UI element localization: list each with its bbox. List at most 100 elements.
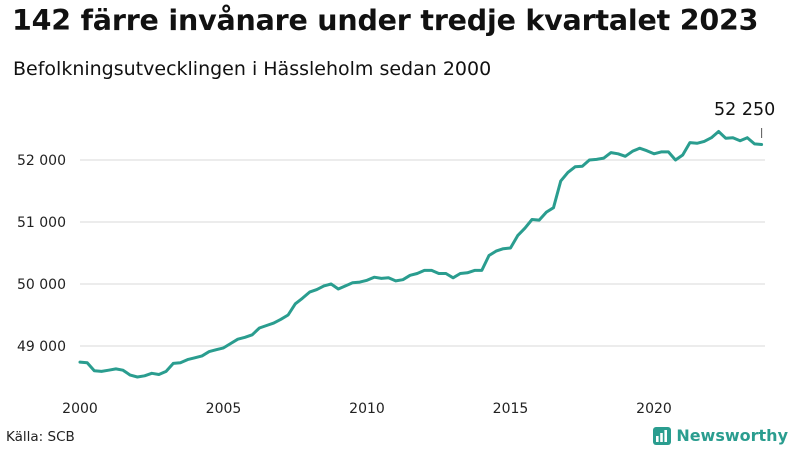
- data-point: [566, 171, 570, 174]
- data-point: [394, 279, 397, 283]
- data-point: [746, 136, 749, 139]
- data-point: [351, 281, 354, 284]
- data-point: [509, 246, 512, 250]
- data-point: [466, 271, 469, 275]
- x-axis-tick-labels: 2000 2005 2010 2015 2020: [62, 401, 672, 417]
- data-point: [408, 274, 412, 277]
- data-point: [688, 141, 692, 144]
- data-point: [588, 158, 591, 162]
- data-point: [487, 254, 491, 257]
- data-point: [136, 375, 139, 379]
- data-point: [760, 143, 763, 146]
- data-point: [753, 142, 756, 146]
- data-point: [473, 269, 476, 272]
- data-point: [387, 276, 390, 279]
- data-point: [372, 275, 376, 279]
- brand-name: Newsworthy: [676, 426, 788, 445]
- data-point: [645, 149, 649, 152]
- data-point: [121, 368, 125, 372]
- data-point: [129, 373, 132, 377]
- data-point: [229, 342, 232, 345]
- data-point: [258, 326, 261, 330]
- data-point: [674, 158, 677, 162]
- data-point: [545, 210, 548, 214]
- data-point: [215, 348, 218, 351]
- data-point: [731, 136, 735, 139]
- data-point: [200, 354, 204, 358]
- data-point: [602, 156, 605, 160]
- x-tick-label: 2000: [62, 401, 98, 417]
- data-point: [523, 227, 527, 230]
- x-tick-label: 2015: [493, 401, 529, 417]
- data-point: [193, 356, 196, 359]
- data-point: [559, 179, 562, 183]
- data-point: [251, 333, 254, 337]
- data-point: [337, 287, 340, 291]
- data-point: [93, 369, 96, 372]
- data-point: [308, 290, 311, 294]
- data-point: [286, 313, 290, 317]
- data-point: [631, 150, 634, 153]
- data-point: [459, 272, 462, 275]
- data-point: [538, 218, 541, 222]
- data-point: [552, 206, 555, 209]
- data-point: [609, 151, 613, 154]
- data-point: [401, 278, 405, 281]
- y-tick-label: 50 000: [17, 277, 66, 293]
- y-gridlines: [80, 159, 765, 347]
- series-group: [78, 130, 764, 379]
- data-point: [494, 249, 498, 253]
- data-point: [423, 269, 426, 272]
- chart-title: 142 färre invånare under tredje kvartale…: [12, 4, 759, 37]
- annotation-label: 52 250: [714, 100, 775, 120]
- data-point: [150, 372, 153, 375]
- data-point: [724, 137, 727, 140]
- data-point: [638, 147, 641, 150]
- data-point: [624, 155, 627, 158]
- data-point: [365, 279, 369, 282]
- data-point: [186, 358, 189, 361]
- data-point: [710, 136, 713, 139]
- data-point: [157, 373, 161, 376]
- data-point: [114, 367, 118, 371]
- data-point: [444, 272, 448, 275]
- data-point: [738, 139, 742, 142]
- x-tick-label: 2005: [206, 401, 242, 417]
- data-point: [451, 276, 455, 279]
- data-point: [100, 370, 103, 373]
- data-point: [430, 269, 433, 272]
- data-point: [573, 165, 577, 169]
- data-point: [301, 297, 304, 300]
- x-tick-label: 2010: [349, 401, 385, 417]
- data-point: [516, 234, 519, 237]
- x-tick-label: 2020: [636, 401, 672, 417]
- data-point: [207, 350, 211, 353]
- data-point: [502, 247, 505, 250]
- data-point: [480, 269, 483, 272]
- source-note: Källa: SCB: [6, 429, 75, 445]
- data-point: [279, 318, 283, 321]
- y-tick-label: 52 000: [17, 153, 66, 169]
- data-point: [416, 272, 419, 275]
- data-point: [272, 321, 275, 325]
- data-point: [85, 361, 89, 364]
- brand-logo: Newsworthy: [653, 426, 788, 445]
- y-tick-label: 51 000: [17, 215, 66, 231]
- data-point: [78, 360, 82, 364]
- data-point: [164, 370, 168, 373]
- data-point: [222, 346, 225, 350]
- data-point: [667, 150, 670, 154]
- data-point: [616, 152, 620, 155]
- data-point: [358, 280, 362, 284]
- data-point: [294, 302, 297, 306]
- data-point: [236, 337, 240, 341]
- y-axis-tick-labels: 49 000 50 000 51 000 52 000: [17, 153, 66, 355]
- data-point: [179, 361, 182, 364]
- data-point: [703, 140, 706, 143]
- data-point: [659, 150, 663, 154]
- data-point: [681, 153, 684, 157]
- data-point: [695, 142, 699, 145]
- newsworthy-icon: [653, 426, 672, 445]
- data-point: [172, 362, 175, 365]
